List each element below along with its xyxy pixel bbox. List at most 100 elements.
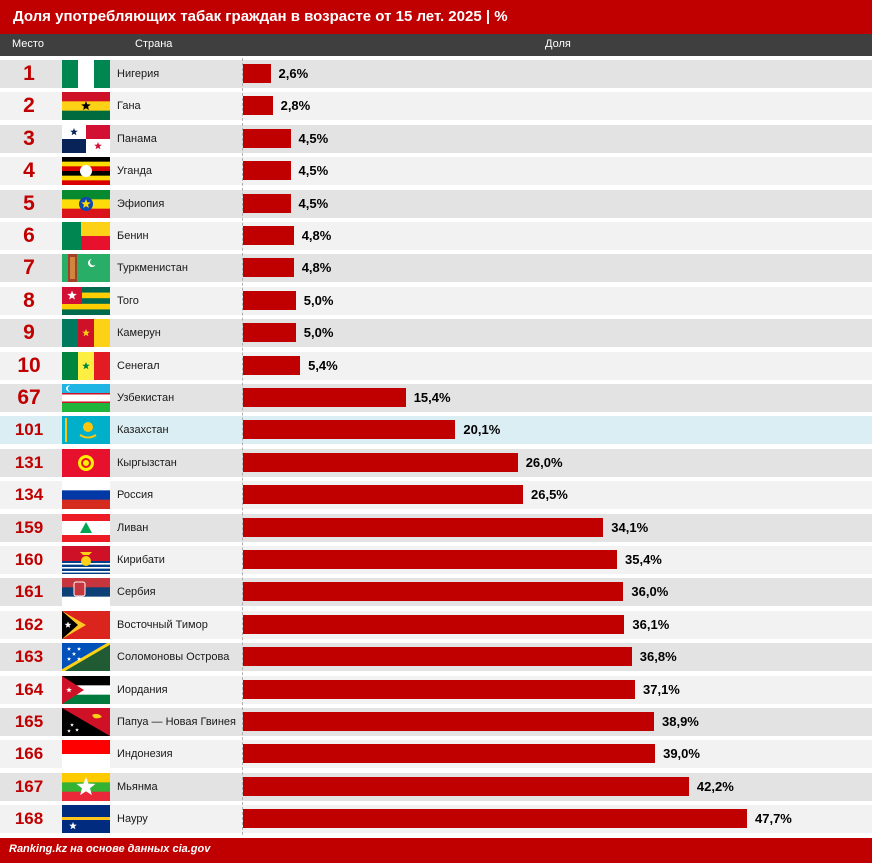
bar (243, 744, 656, 764)
lebanon-flag-icon (62, 513, 110, 542)
rank-label: 1 (23, 62, 35, 85)
table-row: 3 Панама 4,5% (0, 123, 872, 155)
bar (243, 452, 518, 472)
value-label: 26,0% (525, 454, 563, 470)
rank-label: 4 (23, 159, 35, 183)
rank-label: 166 (14, 744, 44, 764)
value-label: 37,1% (643, 681, 680, 697)
table-row: 134 Россия 26,5% (0, 479, 872, 511)
rank-label: 5 (23, 191, 35, 215)
table-row: 166 Индонезия 39,0% (0, 738, 872, 770)
row-background (0, 319, 872, 348)
kazakhstan-flag-icon (62, 416, 110, 445)
rank-label: 2 (23, 94, 35, 118)
value-label: 36,8% (639, 649, 677, 665)
row-background (0, 286, 872, 315)
table-row: 167 Мьянма 42,2% (0, 771, 872, 803)
rank-label: 3 (23, 126, 35, 150)
chart-rows: 1 Нигерия 2,6% 2 Гана 2,8% 3 Панама 4,5% 4 Уганда 4… (0, 58, 872, 835)
bar (243, 420, 456, 440)
bar (243, 614, 625, 634)
country-label: Восточный Тимор (117, 618, 208, 631)
value-label: 2,6% (278, 66, 309, 81)
country-label: Панама (117, 132, 157, 145)
value-label: 36,0% (631, 584, 669, 600)
kiribati-flag-icon (62, 546, 110, 574)
country-label: Ливан (117, 521, 149, 534)
country-label: Папуа — Новая Гвинея (117, 716, 236, 728)
country-label: Уганда (117, 165, 152, 178)
country-label: Соломоновы Острова (117, 651, 230, 664)
rank-label: 161 (14, 582, 44, 602)
bar (243, 809, 747, 829)
value-label: 34,1% (611, 519, 649, 535)
rank-label: 10 (17, 353, 41, 377)
bar (243, 258, 294, 278)
nigeria-flag-icon (62, 60, 110, 88)
benin-flag-icon (62, 222, 110, 250)
country-label: Иордания (117, 683, 168, 696)
value-label: 5,0% (303, 292, 334, 308)
table-row: 101 Казахстан 20,1% (0, 414, 872, 446)
indonesia-flag-icon (62, 740, 110, 769)
panama-flag-icon (62, 124, 110, 153)
bar (243, 128, 291, 148)
table-row: 160 Кирибати 35,4% (0, 544, 872, 576)
row-background (0, 189, 872, 218)
value-label: 2,8% (280, 98, 311, 114)
country-label: Камерун (117, 327, 161, 340)
jordan-flag-icon (62, 675, 110, 704)
value-label: 5,0% (303, 325, 334, 341)
source-note: Ranking.kz на основе данных cia.gov (9, 843, 211, 855)
value-label: 4,5% (298, 163, 329, 179)
country-label: Индонезия (117, 748, 173, 761)
table-row: 10 Сенегал 5,4% (0, 350, 872, 382)
table-row: 165 Папуа — Новая Гвинея 38,9% (0, 706, 872, 738)
table-row: 6 Бенин 4,8% (0, 220, 872, 252)
country-label: Кыргызстан (117, 456, 177, 469)
bar (243, 193, 291, 213)
country-label: Эфиопия (117, 197, 165, 210)
value-label: 47,7% (755, 811, 792, 827)
value-label: 4,5% (298, 195, 329, 211)
rank-label: 160 (14, 550, 44, 569)
country-label: Науру (117, 813, 148, 826)
table-row: 9 Камерун 5,0% (0, 317, 872, 349)
row-background (0, 60, 872, 88)
country-label: Россия (117, 489, 154, 502)
table-row: 7 Туркменистан 4,8% (0, 252, 872, 284)
row-background (0, 351, 872, 380)
table-row: 131 Кыргызстан 26,0% (0, 447, 872, 479)
column-header-share: Доля (545, 38, 571, 50)
rank-label: 131 (14, 452, 44, 472)
table-row: 8 Того 5,0% (0, 285, 872, 317)
country-label: Того (117, 294, 139, 307)
country-label: Узбекистан (117, 392, 175, 404)
myanmar-flag-icon (62, 772, 110, 801)
country-label: Сенегал (117, 359, 160, 372)
table-row: 1 Нигерия 2,6% (0, 58, 872, 90)
rank-label: 167 (14, 776, 44, 796)
table-row: 168 Науру 47,7% (0, 803, 872, 835)
value-label: 38,9% (662, 714, 699, 729)
rank-label: 164 (14, 679, 44, 699)
rank-label: 101 (14, 420, 44, 440)
solomon-islands-flag-icon (62, 643, 110, 672)
bar (243, 64, 271, 83)
cameroon-flag-icon (62, 319, 110, 348)
bar (243, 161, 291, 181)
rank-label: 67 (17, 386, 41, 409)
rank-label: 168 (14, 809, 44, 829)
table-row: 2 Гана 2,8% (0, 90, 872, 122)
senegal-flag-icon (62, 351, 110, 380)
source-footer: Ranking.kz на основе данных cia.gov (0, 838, 872, 863)
column-header-country: Страна (135, 38, 173, 50)
serbia-flag-icon (62, 578, 110, 607)
east-timor-flag-icon (62, 610, 110, 639)
value-label: 4,8% (301, 260, 332, 276)
value-label: 36,1% (632, 616, 670, 632)
row-background (0, 157, 872, 186)
table-row: 164 Иордания 37,1% (0, 674, 872, 706)
table-row: 4 Уганда 4,5% (0, 155, 872, 187)
row-background (0, 222, 872, 250)
